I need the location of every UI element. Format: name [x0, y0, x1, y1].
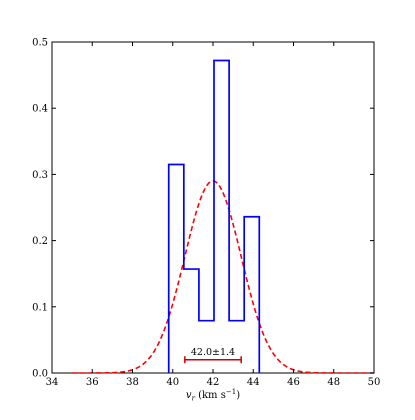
y-tick-label: 0.3: [32, 170, 48, 181]
x-tick-label: 34: [46, 377, 59, 388]
x-tick-label: 48: [327, 377, 340, 388]
x-tick-label: 36: [86, 377, 99, 388]
x-tick-label: 46: [287, 377, 300, 388]
gaussian-fit-curve: [72, 180, 374, 374]
ticks-layer: 34 36 38 40 42 44 46 48 50 0.0 0.1 0.2 0.3 0.4 0.5: [32, 38, 380, 389]
histogram-layer: [167, 59, 261, 373]
labels-layer: vr (km s−1): [186, 388, 240, 403]
y-tick-label: 0.2: [32, 236, 48, 247]
error-bar-label: 42.0±1.4: [191, 347, 235, 358]
y-tick-label: 0.4: [32, 104, 48, 115]
y-tick-label: 0.1: [32, 302, 48, 313]
histogram-outline: [167, 59, 261, 373]
x-tick-label: 38: [126, 377, 139, 388]
x-tick-label: 42: [207, 377, 220, 388]
x-tick-label: 50: [368, 377, 381, 388]
x-tick-label: 40: [166, 377, 179, 388]
x-tick-label: 44: [247, 377, 260, 388]
histogram-bin: [214, 61, 229, 373]
histogram-bin: [244, 217, 259, 373]
plot-area-frame: [51, 41, 375, 374]
x-axis-label: vr (km s−1): [186, 388, 240, 403]
y-tick-label: 0.0: [32, 369, 48, 380]
gaussian-fit-layer: [72, 180, 374, 374]
error-bar-layer: 42.0±1.4: [184, 347, 242, 364]
y-tick-label: 0.5: [32, 38, 48, 49]
